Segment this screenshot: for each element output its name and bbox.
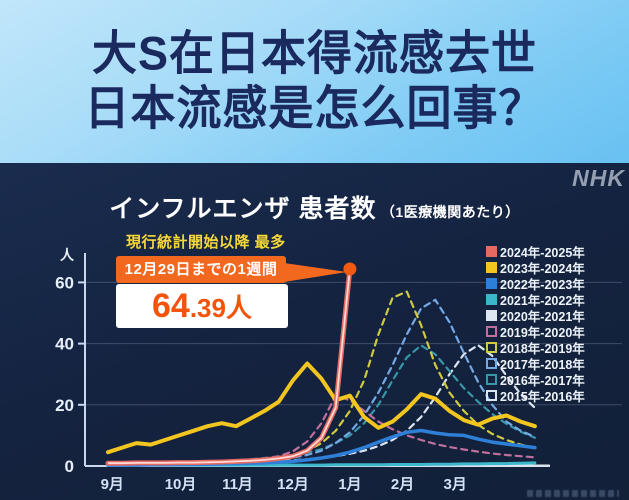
headline-line2: 日本流感是怎么回事？ bbox=[84, 81, 545, 135]
y-tick-label: 20 bbox=[55, 396, 74, 415]
legend-swatch bbox=[486, 389, 497, 401]
legend-item: 2015年-2016年 bbox=[486, 387, 585, 404]
y-tick-label: 0 bbox=[65, 457, 74, 476]
y-tick-label: 60 bbox=[55, 273, 74, 292]
peak-value-decimal: .39人 bbox=[189, 293, 252, 323]
legend-label: 2023年-2024年 bbox=[500, 261, 585, 276]
series-2023年-2024年 bbox=[106, 361, 537, 455]
legend-swatch bbox=[486, 309, 497, 321]
annotation-pointer bbox=[284, 263, 347, 282]
legend-item: 2019年-2020年 bbox=[486, 323, 585, 340]
legend-label: 2017年-2018年 bbox=[500, 357, 585, 372]
x-month-label: 10月 bbox=[165, 476, 197, 493]
y-axis-unit: 人 bbox=[60, 247, 75, 263]
x-month-label: 12月 bbox=[277, 476, 309, 493]
legend-item: 2017年-2018年 bbox=[486, 355, 585, 372]
legend-item: 2022年-2023年 bbox=[486, 275, 585, 292]
x-month-label: 11月 bbox=[222, 476, 253, 493]
legend-swatch bbox=[486, 261, 497, 273]
annotation-record-label: 現行統計開始以降 最多 bbox=[126, 234, 286, 251]
series-core bbox=[108, 268, 351, 465]
peak-value-integer: 64 bbox=[152, 287, 190, 325]
legend-swatch bbox=[486, 277, 497, 289]
legend-swatch bbox=[486, 341, 497, 353]
legend-item: 2023年-2024年 bbox=[486, 259, 585, 276]
legend: 2024年-2025年 2023年-2024年 2022年-2023年 2021年-2… bbox=[486, 243, 585, 404]
source-caption-illegible bbox=[527, 490, 619, 497]
x-month-label: 3月 bbox=[444, 476, 467, 493]
legend-item: 2018年-2019年 bbox=[486, 339, 585, 356]
legend-item: 2016年-2017年 bbox=[486, 371, 585, 388]
legend-item: 2020年-2021年 bbox=[486, 307, 585, 324]
legend-item: 2024年-2025年 bbox=[486, 243, 585, 260]
legend-label: 2018年-2019年 bbox=[500, 341, 585, 356]
legend-label: 2024年-2025年 bbox=[500, 245, 585, 260]
chart-title: インフルエンザ 患者数 （1医療機関あたり） bbox=[0, 189, 629, 225]
legend-item: 2021年-2022年 bbox=[486, 291, 585, 308]
legend-swatch bbox=[486, 325, 497, 337]
legend-label: 2022年-2023年 bbox=[500, 277, 585, 292]
headline-banner: 大S在日本得流感去世 日本流感是怎么回事？ bbox=[0, 0, 629, 163]
legend-swatch bbox=[486, 245, 497, 257]
peak-marker-dot bbox=[343, 262, 357, 276]
legend-swatch bbox=[486, 293, 497, 305]
legend-label: 2021年-2022年 bbox=[500, 293, 585, 308]
y-tick-label: 40 bbox=[55, 335, 74, 354]
legend-label: 2016年-2017年 bbox=[500, 373, 585, 388]
annotation-value-box: 64.39人 bbox=[116, 284, 288, 328]
legend-swatch bbox=[486, 357, 497, 369]
chart-title-main: インフルエンザ 患者数 bbox=[109, 195, 377, 223]
legend-label: 2020年-2021年 bbox=[500, 309, 585, 324]
nhk-logo: NHK bbox=[572, 165, 625, 191]
annotation-week-box: 12月29日までの1週間 bbox=[116, 256, 286, 283]
chart-panel: 0 20 40 60 人 9月 10月 11月 12月 1月 2月 3月 NHK インフルエンザ 患者… bbox=[0, 163, 629, 500]
series-2019年-2020年 bbox=[106, 394, 537, 465]
chart-title-sub: （1医療機関あたり） bbox=[380, 204, 520, 220]
legend-label: 2015年-2016年 bbox=[500, 389, 585, 404]
legend-label: 2019年-2020年 bbox=[500, 325, 585, 340]
legend-swatch bbox=[486, 373, 497, 385]
x-month-label: 1月 bbox=[338, 476, 361, 493]
headline-line1: 大S在日本得流感去世 bbox=[91, 26, 537, 80]
x-month-label: 9月 bbox=[101, 476, 124, 493]
influenza-line-chart: 0 20 40 60 人 9月 10月 11月 12月 1月 2月 3月 bbox=[55, 247, 622, 493]
x-month-label: 2月 bbox=[391, 476, 414, 493]
